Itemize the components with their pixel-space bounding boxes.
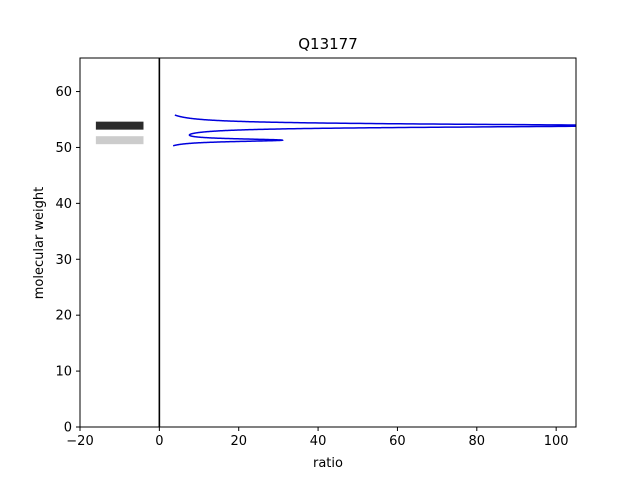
y-tick-label: 50 — [55, 141, 72, 156]
x-axis: −20 0 20 40 60 80 100 — [66, 427, 569, 449]
x-tick-label: 80 — [469, 434, 486, 449]
y-tick-label: 30 — [55, 253, 72, 268]
x-tick-label: 40 — [310, 434, 327, 449]
y-axis-label: molecular weight — [32, 187, 47, 300]
x-axis-label: ratio — [313, 456, 343, 471]
y-tick-label: 20 — [55, 309, 72, 324]
gel-band — [95, 136, 144, 145]
plot-area-frame — [79, 57, 577, 428]
series-group — [172, 114, 576, 147]
y-tick-label: 10 — [55, 365, 72, 380]
y-axis: 0 10 20 30 40 50 60 — [55, 85, 80, 436]
series-line — [172, 114, 576, 147]
gel-bands — [95, 121, 144, 145]
x-tick-label: −20 — [66, 434, 93, 449]
chart-title: Q13177 — [298, 35, 358, 53]
y-tick-label: 40 — [55, 197, 72, 212]
gel-band — [95, 121, 144, 130]
x-tick-label: 0 — [155, 434, 163, 449]
y-tick-label: 0 — [64, 421, 72, 436]
x-tick-label: 100 — [544, 434, 569, 449]
x-tick-label: 60 — [389, 434, 406, 449]
x-tick-label: 20 — [230, 434, 247, 449]
y-tick-label: 60 — [55, 85, 72, 100]
